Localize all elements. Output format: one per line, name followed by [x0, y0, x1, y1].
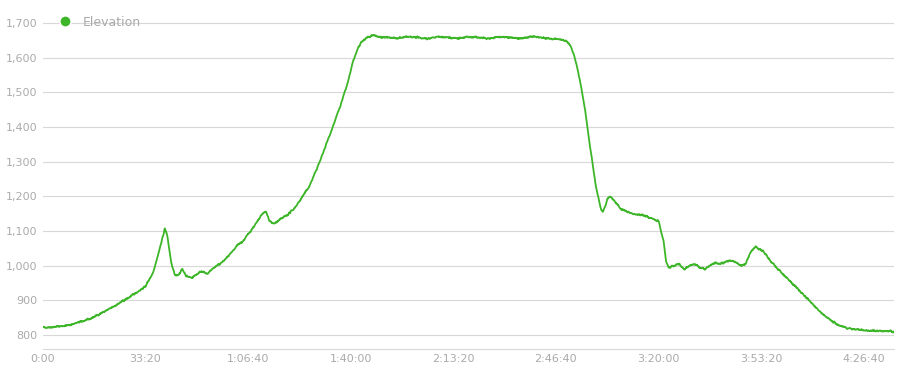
Legend: Elevation: Elevation	[49, 12, 145, 32]
